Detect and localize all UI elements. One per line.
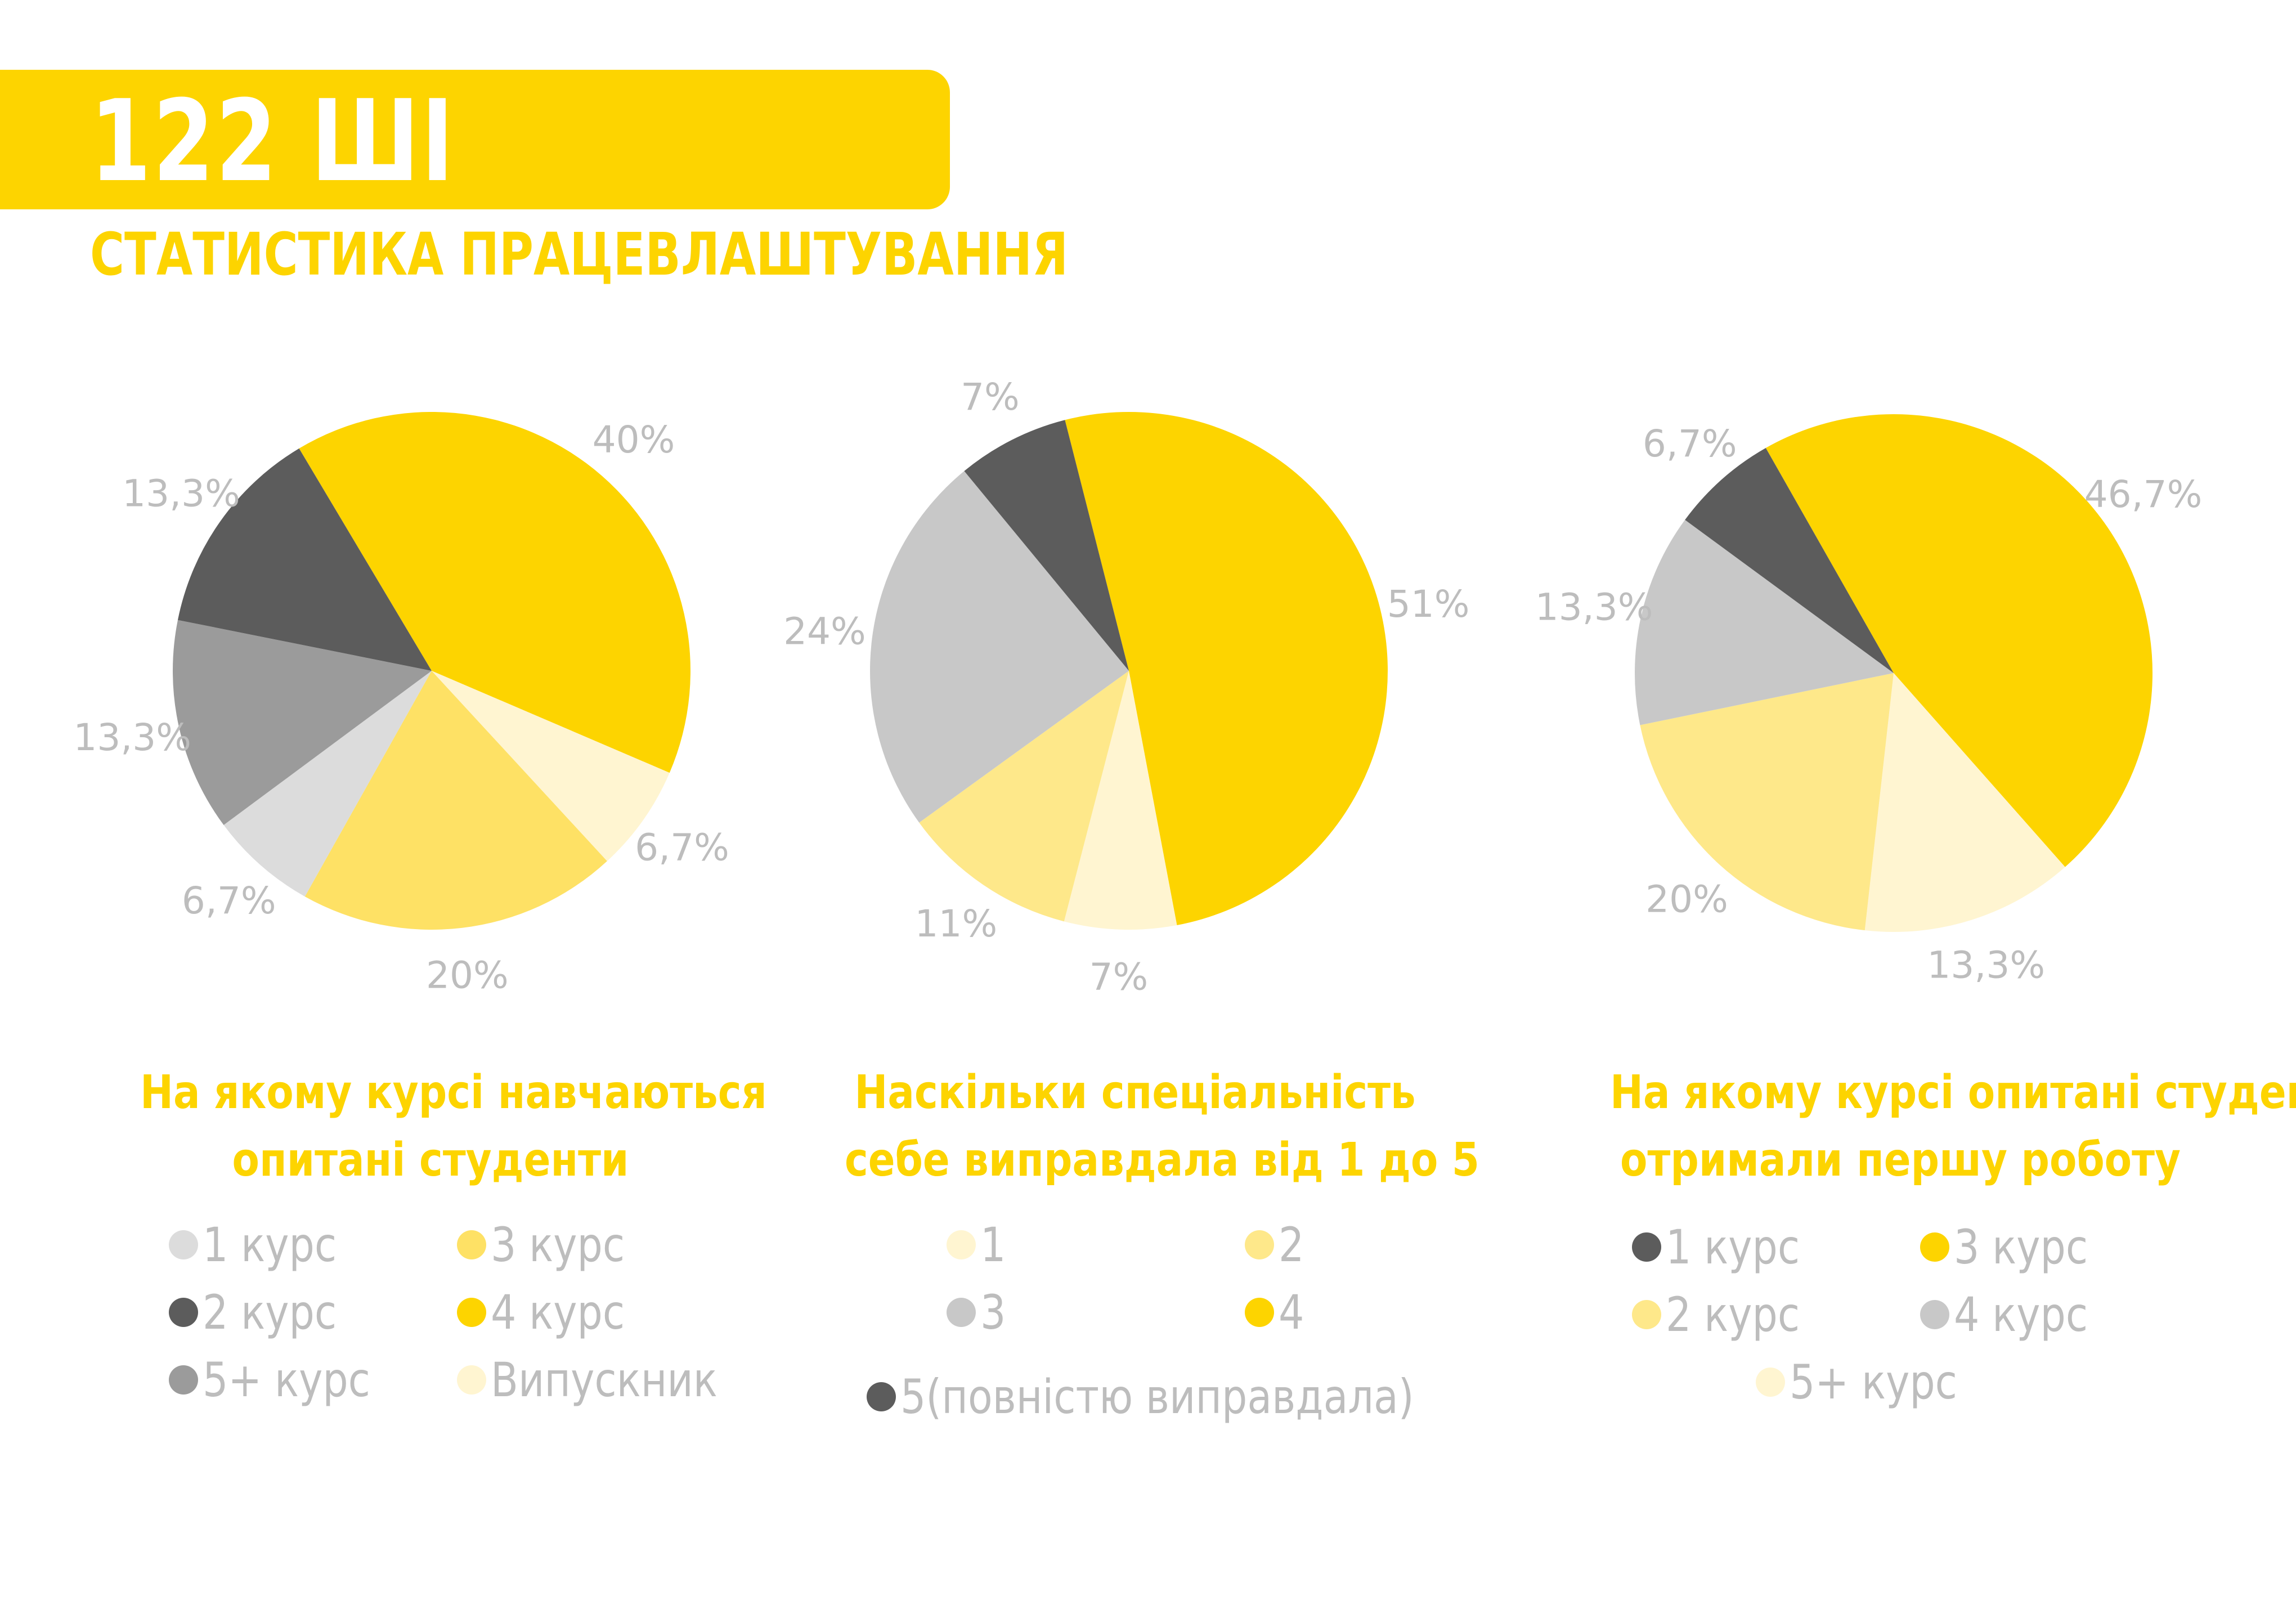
- legend-dot: [457, 1298, 486, 1327]
- chart-3-title-line-1: На якому курсі опитані студенти: [1610, 1066, 2296, 1119]
- chart-2-slice-2-label: 7%: [1089, 956, 1149, 999]
- legend-item: 4: [1245, 1284, 1308, 1340]
- legend-item: 2: [1245, 1217, 1308, 1273]
- legend-label: 2: [1279, 1217, 1304, 1272]
- chart-1-slice-1: [299, 411, 690, 773]
- page-subtitle: СТАТИСТИКА ПРАЦЕВЛАШТУВАННЯ: [90, 220, 1069, 289]
- chart-1-slice-6: [177, 448, 432, 671]
- title-bar: [0, 70, 950, 209]
- legend-dot: [1756, 1368, 1785, 1397]
- chart-1-slice-1-label: 40%: [593, 418, 675, 461]
- legend-dot: [867, 1382, 896, 1411]
- legend-label: 3 курс: [1954, 1220, 2088, 1275]
- chart-2-slice-4: [869, 471, 1129, 823]
- chart-1-slice-6-label: 13,3%: [122, 472, 240, 515]
- chart-1-slice-5-label: 13,3%: [73, 716, 191, 759]
- chart-2-slice-2: [1064, 671, 1177, 930]
- page-title: 122 ШІ: [90, 76, 456, 207]
- chart-1-slice-4-label: 6,7%: [182, 879, 276, 922]
- chart-3-slice-4: [1634, 519, 1894, 725]
- chart-1-slice-3-label: 20%: [426, 953, 509, 997]
- legend-label: 4 курс: [491, 1285, 625, 1340]
- legend-label: 3 курс: [491, 1217, 625, 1272]
- legend-label: 3: [980, 1285, 1006, 1340]
- legend-dot: [1920, 1300, 1949, 1329]
- legend-dot: [169, 1298, 198, 1327]
- chart-1-title-line-2: опитані студенти: [232, 1133, 629, 1187]
- legend-label: 5+ курс: [203, 1352, 370, 1407]
- legend-label: Випускник: [491, 1352, 718, 1407]
- legend-dot: [169, 1365, 198, 1395]
- legend-item: 5(повністю виправдала): [867, 1369, 1505, 1425]
- chart-2-slice-3: [919, 671, 1129, 922]
- legend-dot: [457, 1230, 486, 1259]
- legend-item: 4 курс: [457, 1284, 648, 1340]
- legend-item: 1: [947, 1217, 1010, 1273]
- legend-label: 1 курс: [203, 1217, 337, 1272]
- legend-label: 2 курс: [203, 1285, 337, 1340]
- legend-label: 1 курс: [1666, 1220, 1800, 1275]
- chart-1-slice-3: [304, 671, 607, 930]
- legend-dot: [1920, 1232, 1949, 1262]
- chart-2-slice-3-label: 11%: [915, 902, 998, 945]
- chart-2-title-line-2: себе виправдала від 1 до 5: [845, 1133, 1479, 1187]
- legend-dot: [169, 1230, 198, 1259]
- legend-dot: [947, 1230, 976, 1259]
- chart-2-slice-1-label: 51%: [1387, 582, 1470, 626]
- chart-2-slice-4-label: 24%: [783, 610, 866, 653]
- legend-item: Випускник: [457, 1352, 757, 1408]
- legend-item: 5+ курс: [1756, 1354, 1986, 1410]
- chart-3-slice-5-label: 6,7%: [1643, 422, 1737, 465]
- legend-label: 1: [980, 1217, 1006, 1272]
- legend-label: 5+ курс: [1790, 1355, 1957, 1410]
- chart-1-slice-2: [432, 671, 670, 862]
- legend-item: 2 курс: [169, 1284, 360, 1340]
- chart-3-slice-5: [1685, 448, 1894, 673]
- chart-1-slice-4: [223, 671, 432, 897]
- chart-3-slice-4-label: 13,3%: [1535, 586, 1653, 629]
- chart-2-title: Наскільки спеціальність себе виправдала …: [797, 1059, 1479, 1194]
- legend-item: 2 курс: [1632, 1286, 1823, 1343]
- chart-1-slice-2-label: 6,7%: [635, 826, 729, 869]
- legend-label: 2 курс: [1666, 1287, 1800, 1342]
- chart-3-slice-1-label: 46,7%: [2084, 473, 2203, 516]
- legend-item: 5+ курс: [169, 1352, 400, 1408]
- chart-2-title-line-1: Наскільки спеціальність: [854, 1066, 1416, 1119]
- chart-2-slice-5: [964, 420, 1129, 671]
- chart-3-slice-3-label: 20%: [1645, 877, 1728, 921]
- chart-3-slice-1: [1765, 414, 2153, 867]
- legend-item: 4 курс: [1920, 1286, 2111, 1343]
- chart-3-title-line-2: отримали першу роботу: [1620, 1133, 2181, 1187]
- chart-3-title: На якому курсі опитані студенти отримали…: [1563, 1059, 2296, 1194]
- legend-label: 5(повністю виправдала): [900, 1369, 1414, 1424]
- legend-label: 4: [1279, 1285, 1304, 1340]
- legend-item: 3 курс: [1920, 1219, 2111, 1275]
- legend-dot: [947, 1298, 976, 1327]
- legend-dot: [1632, 1300, 1661, 1329]
- chart-2-slice-5-label: 7%: [961, 375, 1020, 419]
- chart-2-slice-1: [1065, 411, 1388, 926]
- legend-item: 3: [947, 1284, 1010, 1340]
- chart-3-slice-3: [1640, 673, 1894, 931]
- chart-1-title-line-1: На якому курсі навчаються: [140, 1066, 767, 1119]
- legend-item: 1 курс: [169, 1217, 360, 1273]
- legend-label: 4 курс: [1954, 1287, 2088, 1342]
- legend-item: 1 курс: [1632, 1219, 1823, 1275]
- legend-dot: [1632, 1232, 1661, 1262]
- legend-dot: [457, 1365, 486, 1395]
- legend-dot: [1245, 1298, 1274, 1327]
- chart-3-slice-2: [1864, 673, 2065, 932]
- legend-dot: [1245, 1230, 1274, 1259]
- chart-1-title: На якому курсі навчаються опитані студен…: [93, 1059, 768, 1194]
- legend-item: 3 курс: [457, 1217, 648, 1273]
- chart-1-slice-5: [173, 620, 432, 826]
- chart-3-slice-2-label: 13,3%: [1927, 944, 2045, 987]
